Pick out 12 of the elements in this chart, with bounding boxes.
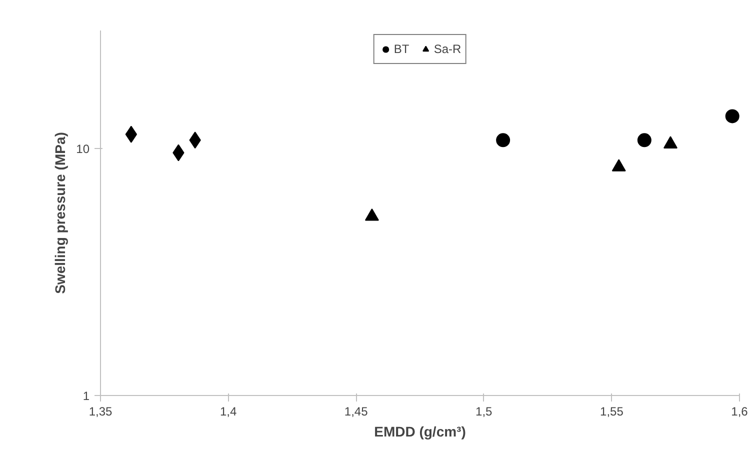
y-tick-label: 1 — [82, 389, 90, 403]
legend-label: BT — [394, 42, 410, 56]
x-tick-label: 1,45 — [344, 404, 368, 418]
y-tick-label: 10 — [76, 142, 90, 156]
x-tick-label: 1,6 — [731, 404, 748, 418]
x-tick-label: 1,4 — [220, 404, 237, 418]
legend-label: Sa-R — [434, 42, 462, 56]
x-axis-title: EMDD (g/cm³) — [374, 424, 466, 440]
x-tick-label: 1,55 — [600, 404, 624, 418]
y-axis-title: Swelling pressure (MPa) — [52, 132, 68, 294]
x-tick-label: 1,5 — [476, 404, 493, 418]
x-tick-label: 1,35 — [88, 404, 113, 418]
